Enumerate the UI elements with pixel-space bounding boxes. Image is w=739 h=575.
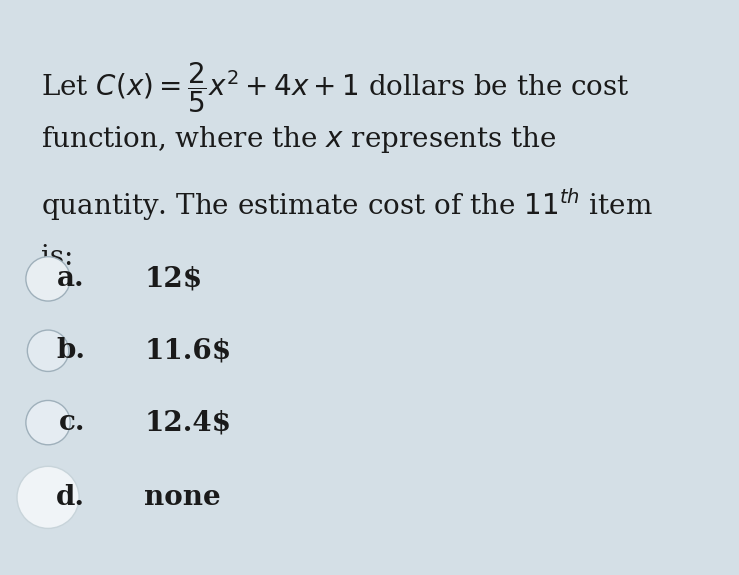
Text: d.: d.	[56, 484, 85, 511]
Text: Let $C(x)=\dfrac{2}{5}x^2+4x+1$ dollars be the cost: Let $C(x)=\dfrac{2}{5}x^2+4x+1$ dollars …	[41, 60, 630, 115]
Text: b.: b.	[56, 338, 85, 364]
Text: 12$: 12$	[144, 266, 202, 292]
Text: 11.6$: 11.6$	[144, 338, 231, 364]
Text: is:: is:	[41, 244, 73, 271]
Text: quantity. The estimate cost of the $11^{th}$ item: quantity. The estimate cost of the $11^{…	[41, 187, 653, 224]
Text: c.: c.	[58, 409, 85, 436]
Ellipse shape	[26, 400, 70, 445]
Ellipse shape	[26, 256, 70, 301]
Text: function, where the $x$ represents the: function, where the $x$ represents the	[41, 124, 556, 155]
Ellipse shape	[17, 466, 79, 528]
Text: a.: a.	[58, 266, 85, 292]
Ellipse shape	[27, 330, 69, 371]
Text: none: none	[144, 484, 221, 511]
Text: 12.4$: 12.4$	[144, 409, 231, 436]
